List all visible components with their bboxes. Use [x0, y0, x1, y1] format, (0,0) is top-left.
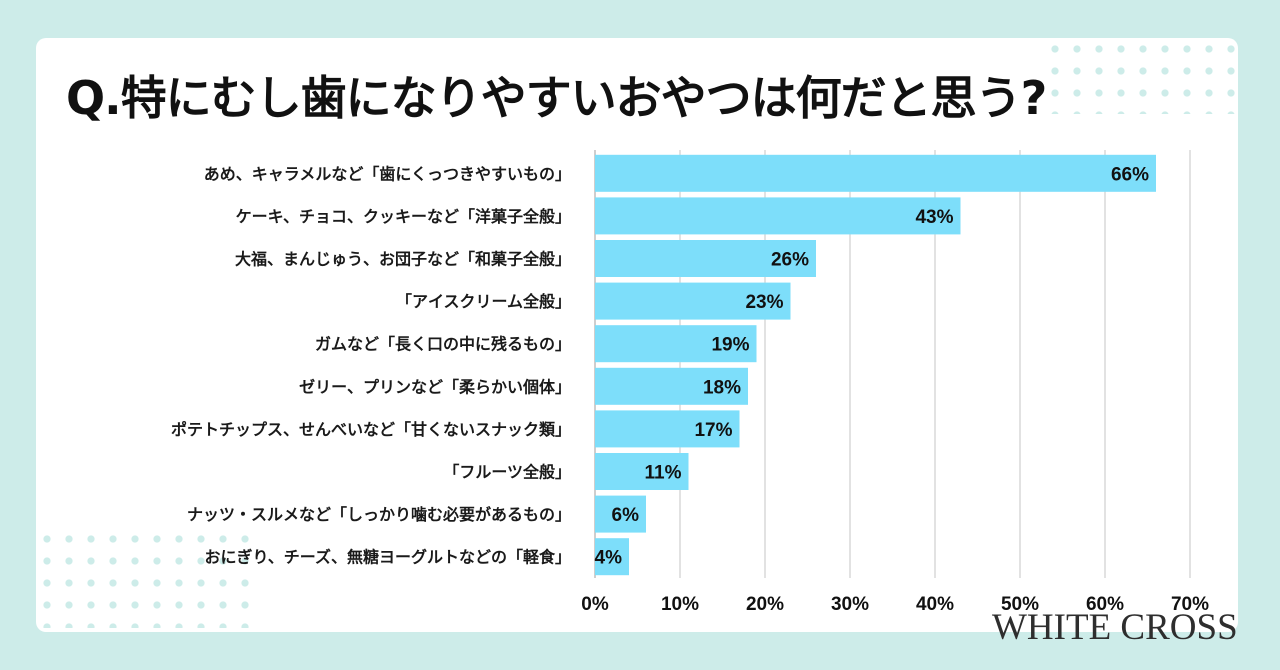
bar	[595, 495, 646, 533]
bar	[595, 240, 816, 277]
bar-value-label: 19%	[711, 335, 749, 356]
bar-value-label: 17%	[694, 420, 732, 441]
x-tick-label: 10%	[661, 594, 699, 615]
bar-value-label: 11%	[645, 463, 682, 484]
bar	[595, 538, 629, 576]
category-label: ケーキ、チョコ、クッキーなど「洋菓子全般」	[236, 207, 571, 226]
bar	[595, 197, 961, 235]
category-label: ガムなど「長く口の中に残るもの」	[315, 335, 571, 354]
x-tick-label: 20%	[746, 594, 784, 615]
category-label: ゼリー、プリンなど「柔らかい個体」	[299, 377, 571, 396]
x-tick-label: 50%	[1001, 594, 1039, 615]
category-label: 大福、まんじゅう、お団子など「和菓子全般」	[235, 250, 571, 269]
bar-value-label: 6%	[612, 505, 640, 526]
bar-value-label: 43%	[915, 207, 953, 228]
bar-value-label: 18%	[703, 377, 741, 398]
x-tick-label: 40%	[916, 594, 954, 615]
bar-value-label: 66%	[1111, 164, 1149, 185]
x-tick-label: 70%	[1171, 594, 1209, 615]
category-label: おにぎり、チーズ、無糖ヨーグルトなどの「軽食」	[204, 548, 571, 567]
bar	[595, 154, 1156, 192]
bar-value-label: 4%	[595, 548, 623, 569]
category-label: ポテトチップス、せんべいなど「甘くないスナック類」	[171, 420, 571, 439]
bar	[595, 367, 748, 405]
category-label: 「アイスクリーム全般」	[396, 292, 571, 311]
bar-value-label: 26%	[771, 250, 809, 271]
category-label: 「フルーツ全般」	[443, 463, 571, 482]
bar	[595, 282, 791, 320]
bar	[595, 325, 757, 363]
x-tick-label: 60%	[1086, 594, 1124, 615]
chart-title: Q.特にむし歯になりやすいおやつは何だと思う?	[66, 71, 1047, 125]
x-tick-label: 0%	[581, 594, 609, 615]
category-label: あめ、キャラメルなど「歯にくっつきやすいもの」	[204, 164, 571, 183]
bar-value-label: 23%	[745, 292, 783, 313]
decorative-dots-bottom-left	[36, 528, 256, 628]
bar	[595, 453, 689, 490]
category-label: ナッツ・スルメなど「しっかり噛む必要があるもの」	[187, 505, 571, 524]
bar	[595, 410, 740, 448]
x-tick-label: 30%	[831, 594, 869, 615]
decorative-dots-top-right	[1044, 38, 1238, 114]
brand-logo-text: WHITE CROSS	[992, 607, 1238, 648]
